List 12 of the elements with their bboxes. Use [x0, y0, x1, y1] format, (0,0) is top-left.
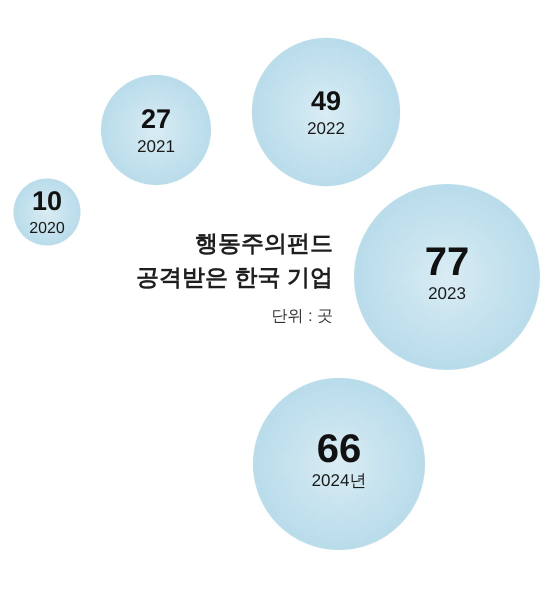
text: 행동주의펀드 공격받은 한국 기업 [135, 229, 333, 292]
data-label: 10 [32, 186, 62, 216]
category-label: 2024년 [312, 471, 366, 490]
data-label: 49 [310, 86, 342, 116]
data-label: 27 [140, 104, 172, 134]
data-label: 77 [424, 240, 470, 284]
category-label: 2023 [428, 284, 466, 304]
category-label: 2021 [137, 137, 175, 156]
data-label: 66 [316, 427, 362, 471]
category-label: 2022 [307, 119, 345, 138]
text: 단위 : 곳 [270, 307, 333, 327]
category-label: 2020 [29, 220, 65, 237]
